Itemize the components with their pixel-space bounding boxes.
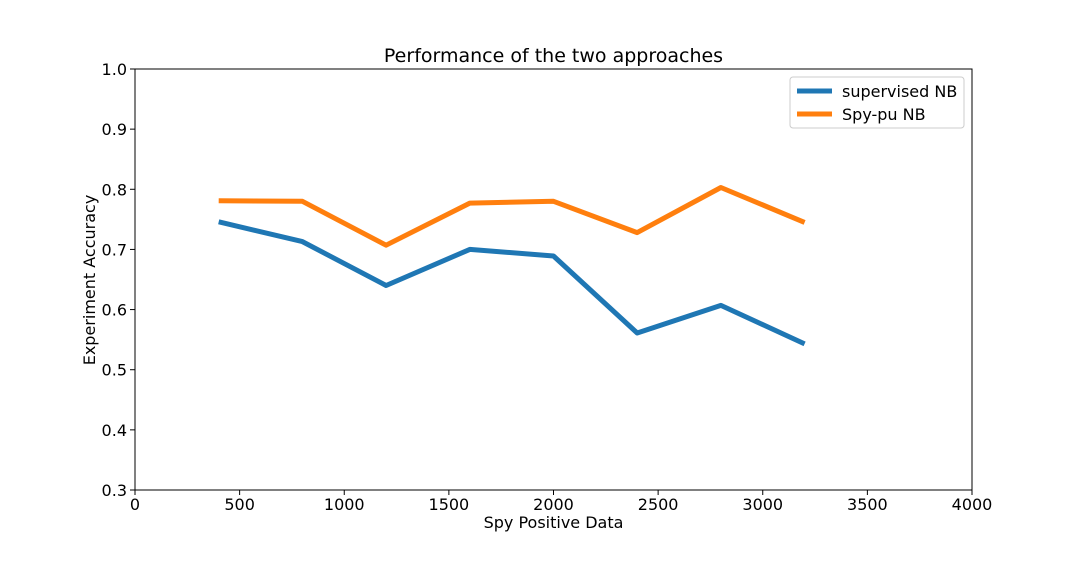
x-tick-label: 0 [130, 495, 140, 514]
y-axis: 0.3 0.4 0.5 0.6 0.7 0.8 0.9 1.0 [102, 60, 135, 500]
x-tick-label: 3000 [742, 495, 783, 514]
y-tick-label: 0.3 [102, 481, 127, 500]
legend-box [789, 76, 965, 129]
series-line-1 [218, 185, 806, 248]
y-tick-label: 0.5 [102, 361, 127, 380]
x-tick-label: 4000 [952, 495, 993, 514]
x-tick-label: 1000 [324, 495, 365, 514]
legend: supervised NB Spy-pu NB [789, 76, 965, 129]
plot-area-frame [134, 68, 973, 491]
x-tick-label: 500 [224, 495, 255, 514]
x-tick-label: 2000 [533, 495, 574, 514]
x-tick-label: 3500 [847, 495, 888, 514]
y-tick-label: 0.7 [102, 240, 127, 259]
chart-title: Performance of the two approaches [384, 45, 723, 67]
x-tick-label: 1500 [429, 495, 470, 514]
y-axis-label: Experiment Accuracy [80, 195, 99, 366]
y-tick-label: 0.4 [102, 421, 127, 440]
y-tick-label: 0.9 [102, 120, 127, 139]
legend-label-1: Spy-pu NB [842, 105, 926, 124]
x-axis: 0 500 1000 1500 2000 2500 3000 3500 4000 [130, 490, 992, 514]
x-tick-label: 2500 [638, 495, 679, 514]
x-axis-label: Spy Positive Data [484, 513, 624, 532]
y-tick-label: 1.0 [102, 60, 127, 79]
legend-label-0: supervised NB [842, 82, 957, 101]
y-tick-label: 0.8 [102, 180, 127, 199]
series-line-0 [218, 219, 806, 347]
plot-lines [218, 185, 806, 347]
y-tick-label: 0.6 [102, 301, 127, 320]
